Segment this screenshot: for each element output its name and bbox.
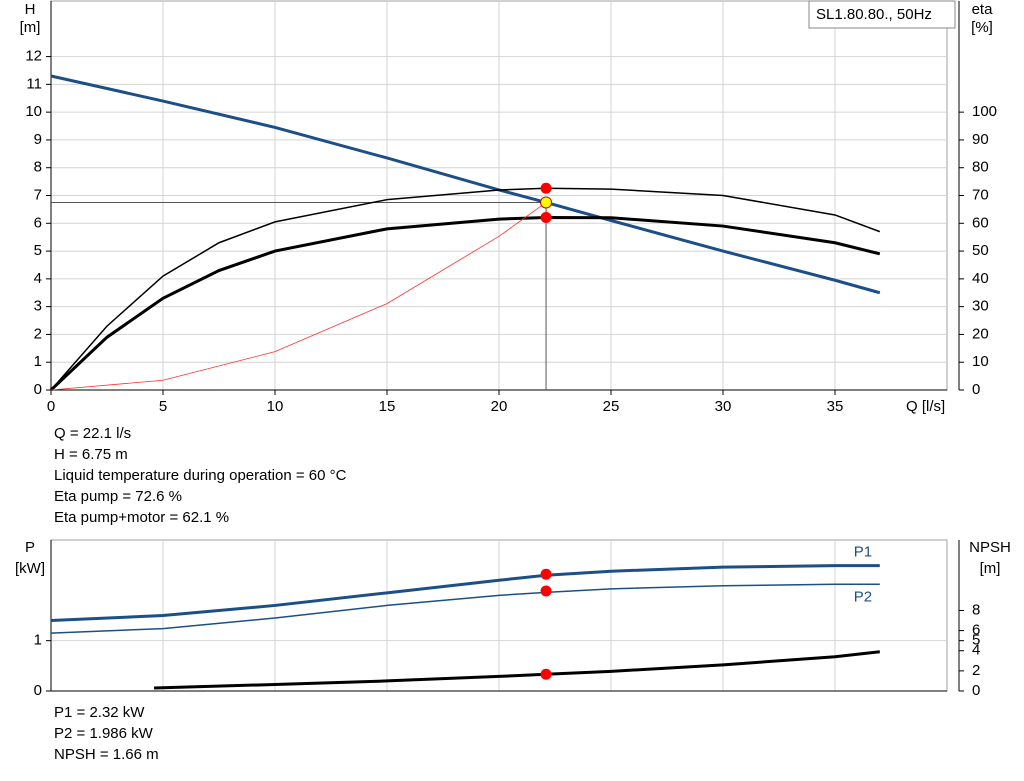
x-tick-label: 15 [379, 398, 396, 415]
y2-tick-label: 0 [972, 381, 980, 398]
series-label: P1 [854, 544, 872, 561]
x-tick-label: 25 [603, 398, 620, 415]
y2-tick-label: 6 [972, 622, 980, 639]
y-tick-label: 3 [34, 298, 42, 315]
y2-tick-label: 90 [972, 131, 989, 148]
operating-point [540, 568, 552, 580]
note: NPSH = 1.66 m [54, 746, 159, 763]
x-tick-label: 10 [267, 398, 284, 415]
y2-tick-label: 40 [972, 270, 989, 287]
x-tick-label: 5 [159, 398, 167, 415]
y2-tick-label: 50 [972, 242, 989, 259]
note: H = 6.75 m [54, 446, 128, 463]
y-axis-label: P [25, 539, 35, 556]
y-axis-label: H [25, 1, 36, 18]
curve [50, 74, 881, 295]
y2-tick-label: 8 [972, 601, 980, 618]
curve [50, 564, 880, 623]
y-tick-label: 6 [34, 214, 42, 231]
y-tick-label: 2 [34, 325, 42, 342]
y2-tick-label: 60 [972, 214, 989, 231]
y2-axis-label: [m] [980, 560, 1001, 577]
x-axis-label: Q [l/s] [906, 398, 945, 415]
legend-text: SL1.80.80., 50Hz [816, 6, 932, 23]
note: P1 = 2.32 kW [54, 704, 145, 721]
y2-axis-label: [%] [971, 19, 993, 36]
curve [50, 187, 881, 391]
x-tick-label: 35 [827, 398, 844, 415]
x-tick-label: 0 [47, 398, 55, 415]
x-tick-label: 30 [715, 398, 732, 415]
y2-axis-label: NPSH [969, 539, 1011, 556]
note: Eta pump+motor = 62.1 % [54, 509, 229, 526]
y2-tick-label: 5 [972, 632, 980, 649]
operating-point [540, 211, 552, 223]
note: Q = 22.1 l/s [54, 425, 131, 442]
y-tick-label: 8 [34, 159, 42, 176]
y2-tick-label: 20 [972, 325, 989, 342]
y-axis-label: [m] [20, 19, 41, 36]
y2-tick-label: 70 [972, 186, 989, 203]
y-axis-label: [kW] [15, 560, 45, 577]
y-tick-label: 9 [34, 131, 42, 148]
note: Liquid temperature during operation = 60… [54, 467, 347, 484]
y-tick-label: 12 [25, 48, 42, 65]
x-tick-label: 20 [491, 398, 508, 415]
y-tick-label: 0 [34, 682, 42, 699]
curve [49, 215, 881, 392]
y2-axis-label: eta [972, 1, 994, 18]
y2-tick-label: 4 [972, 642, 980, 659]
y-tick-label: 7 [34, 186, 42, 203]
y2-tick-label: 30 [972, 298, 989, 315]
y-tick-label: 0 [34, 381, 42, 398]
y2-tick-label: 0 [972, 682, 980, 699]
y-tick-label: 10 [25, 103, 42, 120]
series-label: P2 [854, 588, 872, 605]
note: P2 = 1.986 kW [54, 725, 154, 742]
operating-point [540, 182, 552, 194]
y2-tick-label: 10 [972, 353, 989, 370]
y-tick-label: 5 [34, 242, 42, 259]
y-tick-label: 11 [26, 75, 42, 92]
operating-point [540, 196, 553, 209]
y2-tick-label: 80 [972, 159, 989, 176]
curve [50, 202, 547, 391]
note: Eta pump = 72.6 % [54, 488, 182, 505]
y-tick-label: 4 [34, 270, 42, 287]
y2-tick-label: 100 [972, 103, 997, 120]
legend-box [808, 0, 956, 29]
operating-point [540, 585, 552, 597]
y-tick-label: 1 [34, 353, 42, 370]
y2-tick-label: 2 [972, 662, 980, 679]
curve [50, 583, 880, 634]
y-tick-label: 1 [34, 632, 42, 649]
operating-point [540, 668, 552, 680]
